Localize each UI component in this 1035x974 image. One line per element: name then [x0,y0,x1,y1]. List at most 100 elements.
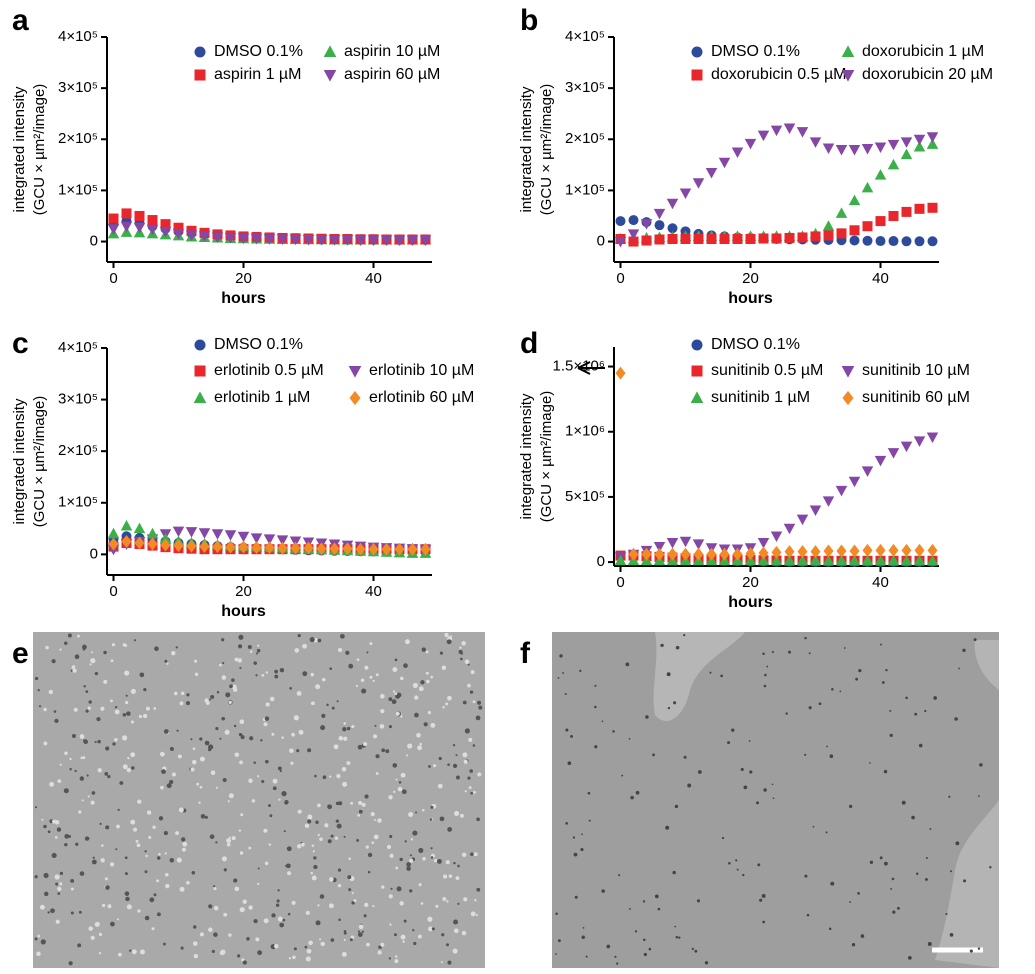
x-tick-label: 40 [365,270,382,287]
data-point [238,540,249,554]
cell [880,643,882,646]
cell [364,902,369,907]
cell [96,717,101,722]
cell [175,646,178,649]
cell [138,714,143,719]
cell [642,900,646,903]
cell [199,737,203,741]
data-point [224,530,237,541]
cell [375,673,379,677]
data-point [120,519,133,531]
data-point [146,224,159,236]
cell [228,933,232,937]
cell [145,706,150,711]
data-point [849,225,860,236]
cell [34,676,39,681]
data-point [224,232,237,244]
cell [292,955,296,960]
legend-marker [348,366,362,378]
cell [38,705,42,708]
data-point [237,233,250,244]
cell [124,700,129,705]
cell [311,875,317,881]
cell [392,763,398,768]
cell [357,930,360,933]
cell [264,861,269,866]
cell [255,674,258,677]
cell [394,955,398,958]
cell [288,957,292,960]
cell [281,736,284,739]
data-point [900,554,913,566]
cell [310,672,315,677]
data-point [172,526,185,538]
data-point [198,231,211,242]
data-point [927,236,938,247]
cell [82,647,86,651]
cell [90,935,95,940]
data-point [744,138,757,150]
cell [311,844,315,848]
data-point [315,235,328,246]
cell [391,699,397,705]
cell [198,801,201,804]
cell [334,836,339,840]
cell [901,800,906,805]
cell [51,852,57,859]
cell [949,870,953,873]
data-point [809,137,822,148]
cell [858,669,862,673]
cell [39,904,45,910]
cell [271,732,275,736]
data-point [693,233,704,244]
cell [130,819,136,825]
cell [100,858,105,863]
cell [281,791,287,797]
data-point [810,231,821,242]
cell [126,904,132,910]
cell [64,833,70,839]
cell [420,902,424,905]
cell [423,722,428,727]
cell [630,795,634,800]
data-point [783,523,796,535]
cell [228,700,232,705]
legend-marker [691,69,703,81]
y-tick-label: 1×10⁶ [565,423,605,440]
cell [324,823,329,828]
data-point [927,543,938,557]
cell [557,676,560,679]
data-point [731,147,744,159]
cell [261,779,265,784]
cell [330,834,334,838]
cell [196,782,200,786]
cell [208,927,213,932]
cell [59,871,64,875]
cell [136,843,141,848]
cell [458,649,463,655]
cell [289,748,294,754]
cell [173,691,178,696]
cell [355,684,359,688]
cell [219,663,222,667]
data-point [758,546,769,560]
cell [315,920,321,926]
cell [124,670,130,676]
cell [427,711,432,715]
cell [869,860,874,864]
x-tick-label: 20 [235,270,252,287]
cell [829,754,834,759]
cell [414,712,419,718]
data-point [745,547,756,561]
data-point [888,236,899,247]
cell [304,823,310,828]
cell [425,671,429,675]
x-axis-title: hours [221,290,266,307]
cell [418,686,424,692]
data-point [121,534,132,548]
cell [249,736,254,741]
cell [223,912,228,917]
legend-marker [323,45,337,57]
cell [394,959,399,964]
